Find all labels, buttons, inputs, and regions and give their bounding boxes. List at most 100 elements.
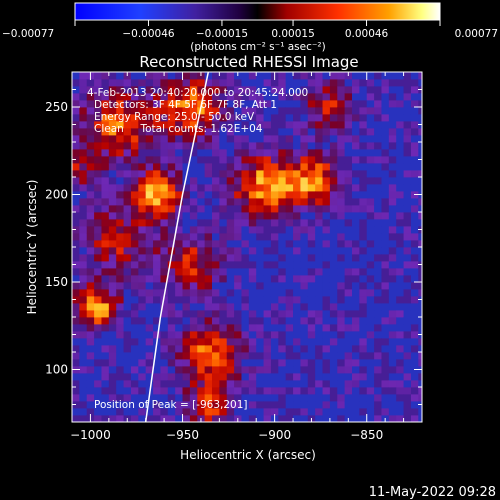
heatmap-cell [153,121,161,129]
heatmap-cell [307,289,316,297]
heatmap-cell [322,79,331,87]
heatmap-cell [315,240,323,248]
heatmap-cell [234,107,242,115]
heatmap-cell [167,408,176,416]
heatmap-cell [403,184,412,192]
heatmap-cell [160,408,169,416]
heatmap-cell [226,163,235,171]
heatmap-cell [130,310,139,318]
heatmap-cell [182,240,191,248]
heatmap-cell [329,366,338,374]
heatmap-cell [300,268,309,276]
heatmap-cell [226,254,235,262]
heatmap-cell [300,226,309,234]
heatmap-cell [226,198,235,206]
heatmap-cell [86,93,95,101]
heatmap-cell [212,86,220,94]
heatmap-cell [219,254,228,262]
heatmap-cell [72,254,80,262]
heatmap-cell [145,240,154,248]
heatmap-cell [270,198,279,206]
heatmap-cell [248,79,257,87]
heatmap-cell [226,156,235,164]
heatmap-cell [410,331,419,339]
heatmap-cell [410,86,419,94]
heatmap-cell [153,79,161,87]
heatmap-cell [160,156,169,164]
heatmap-cell [396,289,404,297]
heatmap-cell [101,156,110,164]
heatmap-cell [285,170,294,178]
heatmap-cell [138,156,147,164]
heatmap-cell [307,128,316,136]
heatmap-cell [359,331,368,339]
heatmap-cell [197,394,206,402]
heatmap-cell [359,380,368,388]
heatmap-cell [322,303,331,311]
heatmap-cell [307,212,316,220]
heatmap-cell [248,352,257,360]
heatmap-cell [410,352,419,360]
heatmap-cell [79,100,88,108]
heatmap-cell [248,100,257,108]
colorbar-tick-label: 0.00077 [455,28,498,40]
heatmap-cell [116,79,124,87]
heatmap-cell [374,261,382,269]
heatmap-cell [145,317,154,325]
heatmap-cell [101,135,110,143]
heatmap-cell [396,310,404,318]
heatmap-cell [403,401,412,409]
heatmap-cell [263,149,272,157]
heatmap-cell [234,380,242,388]
heatmap-cell [145,303,154,311]
heatmap-cell [79,240,88,248]
heatmap-cell [248,93,257,101]
heatmap-cell [79,331,88,339]
heatmap-cell [352,317,360,325]
heatmap-cell [116,184,124,192]
heatmap-cell [270,226,279,234]
heatmap-cell [182,247,191,255]
heatmap-cell [263,331,272,339]
heatmap-cell [256,317,264,325]
heatmap-cell [352,331,360,339]
heatmap-cell [86,387,95,395]
heatmap-cell [270,303,279,311]
annotation-time-range: 4-Feb-2013 20:40:20.000 to 20:45:24.000 [87,87,308,99]
heatmap-cell [285,233,294,241]
heatmap-cell [300,184,309,192]
heatmap-cell [138,170,147,178]
heatmap-cell [94,289,102,297]
heatmap-cell [418,310,422,318]
heatmap-cell [138,303,147,311]
heatmap-cell [322,86,331,94]
heatmap-cell [197,205,206,213]
heatmap-cell [189,240,198,248]
heatmap-cell [307,366,316,374]
heatmap-cell [86,128,95,136]
heatmap-cell [315,366,323,374]
heatmap-cell [366,289,375,297]
heatmap-cell [79,247,88,255]
heatmap-cell [315,114,323,122]
heatmap-cell [403,191,412,199]
heatmap-cell [396,324,404,332]
heatmap-cell [278,86,287,94]
heatmap-cell [108,387,117,395]
heatmap-cell [86,156,95,164]
heatmap-cell [337,93,346,101]
heatmap-cell [270,135,279,143]
heatmap-cell [248,121,257,129]
heatmap-cell [352,142,360,150]
heatmap-cell [72,275,80,283]
colorbar-tick-label: 0.00046 [345,28,389,40]
heatmap-cell [241,401,250,409]
heatmap-cell [94,359,102,367]
heatmap-cell [329,72,338,80]
heatmap-cell [123,135,132,143]
heatmap-cell [101,345,110,353]
heatmap-cell [278,142,287,150]
heatmap-cell [374,114,382,122]
heatmap-cell [189,156,198,164]
heatmap-cell [248,163,257,171]
